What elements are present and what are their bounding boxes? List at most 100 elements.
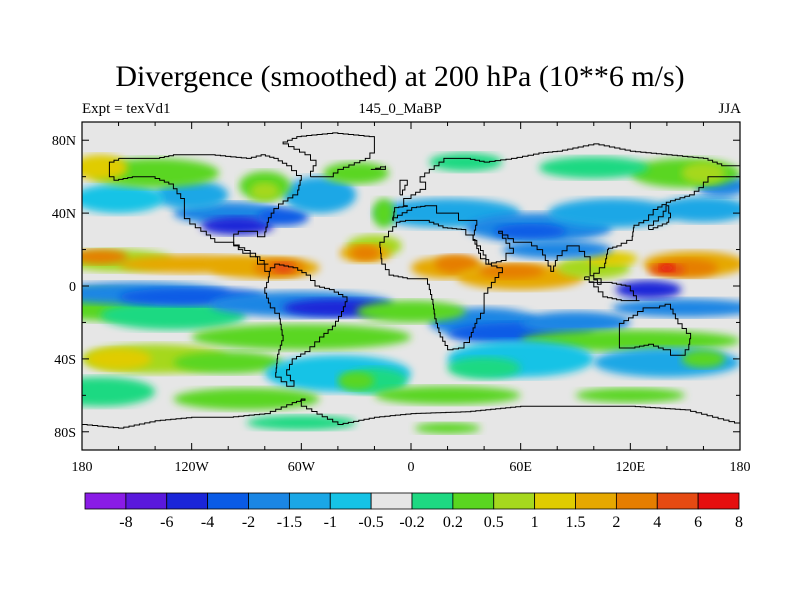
y-tick-label: 40S — [54, 353, 76, 368]
divergence-contour — [548, 198, 677, 228]
colorbar-label: -6 — [160, 514, 173, 531]
colorbar-swatch — [288, 492, 331, 510]
y-tick-label: 0 — [69, 280, 76, 295]
divergence-contour — [539, 156, 649, 179]
colorbar-label: -0.5 — [358, 514, 383, 531]
divergence-contour — [85, 348, 152, 370]
colorbar-swatch — [329, 492, 372, 510]
experiment-label: Expt = texVd1 — [82, 101, 171, 117]
divergence-contour — [283, 176, 357, 214]
colorbar-label: -1.5 — [277, 514, 302, 531]
divergence-contour — [520, 311, 631, 334]
coastline-segment — [399, 179, 408, 196]
x-tick-label: 0 — [408, 460, 415, 475]
colorbar-swatch — [370, 492, 413, 510]
x-tick-label: 60W — [288, 460, 316, 475]
divergence-contour — [257, 207, 309, 226]
y-tick-label: 40N — [52, 207, 76, 222]
x-tick-label: 60E — [509, 460, 532, 475]
divergence-contour — [615, 280, 682, 299]
colorbar-swatch — [207, 492, 249, 510]
coastline — [82, 132, 740, 429]
divergence-contour — [250, 182, 280, 201]
axes: 180 120W 60W 0 60E 120E 180 80N 40N 0 40S 80S — [52, 122, 751, 475]
x-tick-label: 180 — [730, 460, 751, 475]
colorbar-label: -2 — [242, 514, 255, 531]
divergence-contour — [350, 245, 380, 261]
colorbar-label: 4 — [653, 514, 661, 531]
divergence-contour — [246, 415, 357, 431]
y-tick-label: 80N — [52, 134, 76, 149]
colorbar-label: -4 — [201, 514, 214, 531]
colorbar-swatch — [84, 492, 127, 510]
coastline-segment — [618, 303, 692, 356]
coastline-segment — [108, 158, 269, 265]
colorbar-swatch — [656, 492, 699, 510]
divergence-contour — [520, 329, 740, 352]
divergence-contour — [200, 216, 274, 235]
colorbar-swatch — [615, 492, 658, 510]
divergence-contour — [100, 300, 247, 330]
colorbar-swatch — [125, 492, 168, 510]
colorbar-swatch — [411, 492, 454, 510]
x-tick-label: 120W — [175, 460, 210, 475]
x-tick-label: 180 — [72, 460, 93, 475]
colorbar-label: 2 — [612, 514, 620, 531]
divergence-contour — [429, 153, 503, 172]
coastline-segment — [584, 276, 640, 302]
colorbar-label: -8 — [119, 514, 132, 531]
coastline-segment — [648, 205, 671, 230]
divergence-contour — [659, 264, 675, 272]
divergence-contour — [575, 388, 686, 403]
divergence-contour — [82, 183, 165, 214]
divergence-contour — [447, 357, 521, 379]
period-label: 145_0_MaBP — [358, 101, 442, 117]
divergence-contour — [82, 377, 156, 407]
coastline-segment — [392, 143, 740, 221]
divergence-contour — [173, 351, 283, 374]
divergence-contour — [356, 300, 466, 323]
divergence-contour — [681, 162, 726, 184]
coastline-segment — [118, 154, 348, 387]
colorbar-swatch — [697, 492, 740, 510]
divergence-contour — [681, 349, 726, 368]
divergence-contour — [374, 386, 521, 405]
coastline-segment — [82, 398, 740, 429]
divergence-contour — [191, 324, 411, 350]
divergence-contour — [493, 224, 567, 239]
chart-title: Divergence (smoothed) at 200 hPa (10**6 … — [115, 60, 685, 93]
divergence-contour — [414, 422, 481, 434]
divergence-contour — [82, 154, 128, 181]
x-tick-label: 120E — [616, 460, 646, 475]
divergence-contour — [82, 249, 128, 265]
colorbar-swatch — [534, 492, 576, 510]
divergence-contour — [173, 388, 320, 410]
divergence-contour — [272, 262, 295, 274]
divergence-contour — [612, 298, 740, 317]
coastline-segment — [370, 165, 386, 170]
divergence-contour — [323, 162, 390, 184]
coastline-segment — [282, 132, 375, 178]
colorbar-label: 1.5 — [566, 514, 586, 531]
colorbar-label: 1 — [531, 514, 539, 531]
season-label: JJA — [718, 101, 741, 117]
y-tick-label: 80S — [54, 426, 76, 441]
coastline-segment — [379, 219, 503, 351]
colorbar-label: -0.2 — [399, 514, 424, 531]
divergence-contour — [657, 196, 740, 223]
divergence-contour — [372, 198, 395, 228]
colorbar-label: -1 — [324, 514, 337, 531]
coastline-segment — [392, 176, 740, 285]
colorbar-swatch — [493, 492, 536, 510]
colorbar-label: 6 — [694, 514, 702, 531]
divergence-contour — [337, 371, 375, 390]
colorbar-label: 8 — [735, 514, 743, 531]
colorbar-label: 0.2 — [443, 514, 463, 531]
divergence-contour — [478, 264, 545, 279]
colorbar-swatch — [575, 492, 617, 510]
colorbar: -8 -6 -4 -2 -1.5 -1 -0.5 -0.2 0.2 0.5 1 1.5 2 4 6 8 — [84, 492, 743, 531]
colorbar-label: 0.5 — [484, 514, 504, 531]
colorbar-swatch — [166, 492, 209, 510]
colorbar-swatch — [248, 492, 290, 510]
